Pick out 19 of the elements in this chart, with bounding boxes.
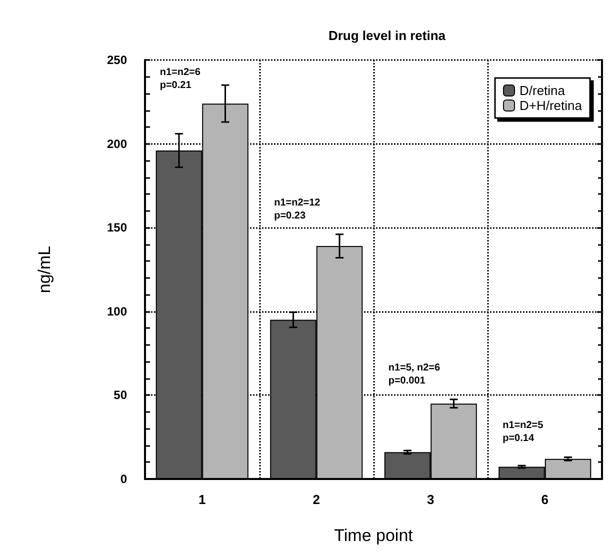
annotation: n1=5, n2=6 p=0.001 <box>388 362 440 386</box>
x-axis-title: Time point <box>334 526 414 545</box>
x-tick-label: 2 <box>312 492 320 507</box>
y-tick-label: 100 <box>106 304 128 318</box>
x-tick-label: 1 <box>198 492 206 507</box>
legend-label: D/retina <box>520 83 566 98</box>
chart-title: Drug level in retina <box>328 28 446 43</box>
annotation: n1=n2=12 p=0.23 <box>274 197 321 222</box>
y-tick-label: 50 <box>114 388 128 402</box>
y-tick-label: 150 <box>106 220 128 235</box>
y-axis-title: ng/mL <box>35 246 54 294</box>
x-tick-label: 6 <box>541 492 548 507</box>
y-tick-label: 200 <box>106 136 128 151</box>
y-tick-label: 0 <box>120 472 128 486</box>
x-tick-label: 3 <box>427 492 434 507</box>
annotation: n1=n2=6 p=0.21 <box>160 67 201 91</box>
y-tick-label: 250 <box>106 53 128 67</box>
legend-label: D+H/retina <box>520 98 583 113</box>
annotation: n1=n2=5 p=0.14 <box>502 420 544 444</box>
